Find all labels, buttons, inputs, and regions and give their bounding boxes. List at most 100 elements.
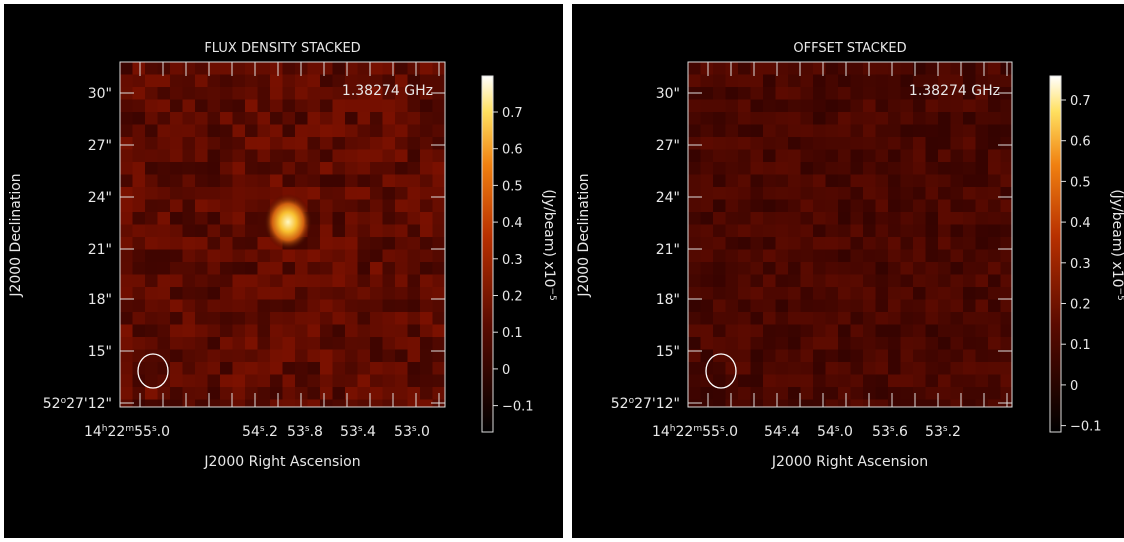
image-pixel [1001,125,1013,138]
image-pixel [158,337,171,350]
image-pixel [701,300,714,313]
image-pixel [951,162,964,175]
image-pixel [863,325,876,338]
image-pixel [851,262,864,275]
image-pixel [901,337,914,350]
image-pixel [876,112,889,125]
image-pixel [738,62,751,75]
image-pixel [726,100,739,113]
label-part: 27'12" [634,396,680,412]
image-pixel [863,212,876,225]
image-pixel [851,350,864,363]
image-pixel [433,137,446,150]
image-pixel [851,300,864,313]
image-pixel [258,350,271,363]
image-pixel [370,112,383,125]
image-pixel [863,312,876,325]
screenshot: FLUX DENSITY STACKED1.38274 GHz30"27"24"… [0,0,1124,538]
image-pixel [408,187,421,200]
image-pixel [420,237,433,250]
image-pixel [888,225,901,238]
image-pixel [408,362,421,375]
image-pixel [333,137,346,150]
image-pixel [220,350,233,363]
image-pixel [183,262,196,275]
image-pixel [701,200,714,213]
image-pixel [195,350,208,363]
image-pixel [1001,150,1013,163]
image-pixel [245,87,258,100]
image-pixel [283,275,296,288]
image-pixel [208,125,221,138]
image-pixel [383,375,396,388]
image-pixel [345,137,358,150]
image-pixel [183,362,196,375]
image-pixel [863,100,876,113]
image-pixel [701,275,714,288]
image-pixel [283,100,296,113]
image-pixel [270,162,283,175]
image-pixel [701,287,714,300]
image-pixel [963,312,976,325]
image-pixel [183,387,196,400]
image-pixel [120,62,133,75]
image-pixel [120,187,133,200]
image-pixel [876,75,889,88]
image-pixel [395,162,408,175]
image-pixel [258,162,271,175]
image-pixel [701,62,714,75]
image-pixel [776,137,789,150]
image-pixel [826,62,839,75]
image-pixel [763,75,776,88]
image-pixel [258,125,271,138]
image-pixel [738,387,751,400]
image-pixel [220,175,233,188]
image-pixel [738,75,751,88]
image-pixel [170,187,183,200]
image-pixel [283,175,296,188]
image-pixel [726,262,739,275]
image-pixel [726,237,739,250]
image-pixel [713,212,726,225]
image-pixel [826,150,839,163]
image-pixel [713,87,726,100]
label-part: 21" [656,242,680,258]
image-pixel [158,175,171,188]
image-pixel [208,375,221,388]
image-pixel [926,225,939,238]
image-pixel [345,325,358,338]
image-pixel [738,237,751,250]
colorbar-exponent: −5 [547,288,557,301]
image-pixel [951,250,964,263]
image-pixel [688,200,701,213]
colorbar-tick-label: 0.4 [502,216,523,231]
image-pixel [120,212,133,225]
image-pixel [813,387,826,400]
image-pixel [763,187,776,200]
image-pixel [370,275,383,288]
image-pixel [713,250,726,263]
image-pixel [145,137,158,150]
image-pixel [208,175,221,188]
image-pixel [408,400,421,408]
image-pixel [345,125,358,138]
image-pixel [245,225,258,238]
image-pixel [1001,225,1013,238]
image-pixel [420,387,433,400]
image-pixel [988,387,1001,400]
image-pixel [926,400,939,408]
image-pixel [888,75,901,88]
image-pixel [320,162,333,175]
label-part: m [693,424,702,434]
image-pixel [813,87,826,100]
image-pixel [926,375,939,388]
image-pixel [308,287,321,300]
image-pixel [1001,262,1013,275]
image-pixel [913,225,926,238]
image-pixel [170,300,183,313]
image-pixel [788,362,801,375]
image-pixel [420,337,433,350]
colorbar-label: (Jy/beam) x10−5 [1109,189,1124,301]
image-pixel [826,337,839,350]
image-pixel [838,300,851,313]
